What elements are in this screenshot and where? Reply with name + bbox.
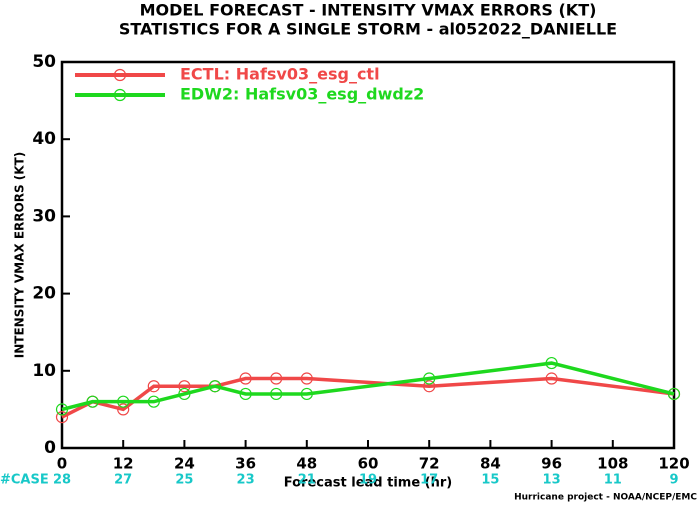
case-count: 28 bbox=[53, 473, 71, 488]
x-axis-label: Forecast lead time (hr) bbox=[284, 476, 452, 491]
point-marker bbox=[300, 372, 313, 385]
y-tick-label: 0 bbox=[44, 438, 56, 458]
point-marker bbox=[423, 380, 436, 393]
x-tick-label: 84 bbox=[480, 455, 501, 473]
y-axis-label: INTENSITY VMAX ERRORS (KT) bbox=[13, 152, 27, 358]
legend-marker bbox=[113, 88, 127, 102]
point-marker bbox=[239, 387, 252, 401]
case-label: #CASE bbox=[0, 473, 49, 488]
y-tick-label: 50 bbox=[32, 52, 56, 72]
x-tick-label: 108 bbox=[597, 455, 628, 473]
point-marker bbox=[55, 403, 69, 416]
x-tick-label: 48 bbox=[296, 455, 317, 473]
point-marker bbox=[117, 403, 130, 416]
y-tick-label: 30 bbox=[32, 206, 56, 226]
y-tick-label: 10 bbox=[32, 361, 56, 381]
case-count: 27 bbox=[114, 473, 132, 488]
point-marker bbox=[55, 411, 69, 424]
point-marker bbox=[270, 372, 283, 385]
x-tick-label: 120 bbox=[658, 455, 689, 473]
x-tick-label: 96 bbox=[541, 455, 562, 473]
point-marker bbox=[300, 387, 313, 401]
case-count: 25 bbox=[175, 473, 193, 488]
point-marker bbox=[270, 387, 283, 401]
x-tick-label: 36 bbox=[235, 455, 256, 473]
legend-label: ECTL: Hafsv03_esg_ctl bbox=[180, 65, 380, 84]
case-count: 15 bbox=[481, 473, 499, 488]
case-count: 21 bbox=[298, 473, 316, 488]
y-tick-label: 20 bbox=[32, 284, 56, 304]
point-marker bbox=[178, 380, 191, 393]
chart-subtitle: STATISTICS FOR A SINGLE STORM - al052022… bbox=[119, 20, 617, 39]
x-tick-label: 24 bbox=[174, 455, 195, 473]
point-marker bbox=[667, 387, 681, 401]
case-count: 17 bbox=[420, 473, 438, 488]
x-tick-label: 0 bbox=[57, 455, 67, 473]
case-count: 13 bbox=[543, 473, 561, 488]
x-tick-label: 60 bbox=[358, 455, 379, 473]
x-tick-label: 72 bbox=[419, 455, 440, 473]
y-tick-label: 40 bbox=[32, 129, 56, 149]
point-marker bbox=[86, 395, 99, 408]
point-marker bbox=[545, 356, 558, 370]
point-marker bbox=[423, 372, 436, 385]
legend-marker bbox=[113, 68, 127, 82]
case-count: 11 bbox=[604, 473, 622, 488]
series-line bbox=[61, 376, 675, 419]
point-marker bbox=[147, 380, 160, 393]
plot-frame bbox=[60, 60, 676, 450]
x-tick-label: 12 bbox=[113, 455, 134, 473]
case-count: 9 bbox=[669, 473, 678, 488]
credit: Hurricane project - NOAA/NCEP/EMC bbox=[514, 493, 697, 503]
point-marker bbox=[117, 395, 130, 408]
chart-title: MODEL FORECAST - INTENSITY VMAX ERRORS (… bbox=[140, 1, 597, 20]
point-marker bbox=[545, 372, 558, 385]
point-marker bbox=[178, 387, 191, 401]
legend-label: EDW2: Hafsv03_esg_dwdz2 bbox=[180, 85, 424, 104]
point-marker bbox=[239, 372, 252, 385]
case-count: 19 bbox=[359, 473, 377, 488]
point-marker bbox=[147, 395, 160, 408]
point-marker bbox=[208, 380, 222, 393]
case-count: 23 bbox=[237, 473, 255, 488]
